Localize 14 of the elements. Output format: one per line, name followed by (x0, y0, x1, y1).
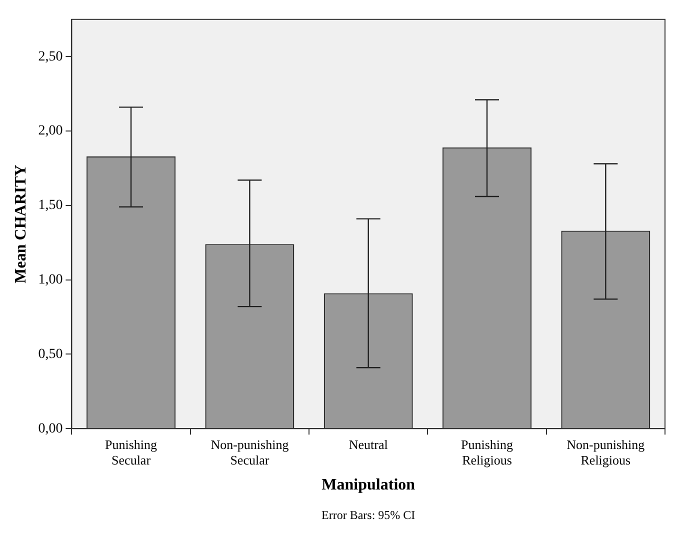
x-tick-label: Non-punishing Secular (210, 436, 290, 468)
y-tick-label: 0,00 (38, 421, 63, 436)
x-tick-label: Punishing Religious (461, 436, 514, 468)
text: Error Bars: 95% CI (322, 508, 416, 522)
y-tick-label: 0,50 (38, 346, 63, 362)
x-tick-label: Non-punishing Religious (566, 436, 646, 468)
x-tick-label: Neutral (348, 436, 388, 452)
y-tick-label: 1,50 (38, 198, 63, 214)
y-tick-label: 2,00 (38, 124, 63, 139)
x-tick-label: Punishing Secular (105, 436, 158, 468)
y-axis-title: Mean CHARITY (12, 164, 30, 284)
y-tick-label: 2,50 (38, 49, 63, 64)
y-tick-label: 1,00 (38, 272, 63, 288)
x-axis-title: Manipulation (322, 476, 416, 494)
